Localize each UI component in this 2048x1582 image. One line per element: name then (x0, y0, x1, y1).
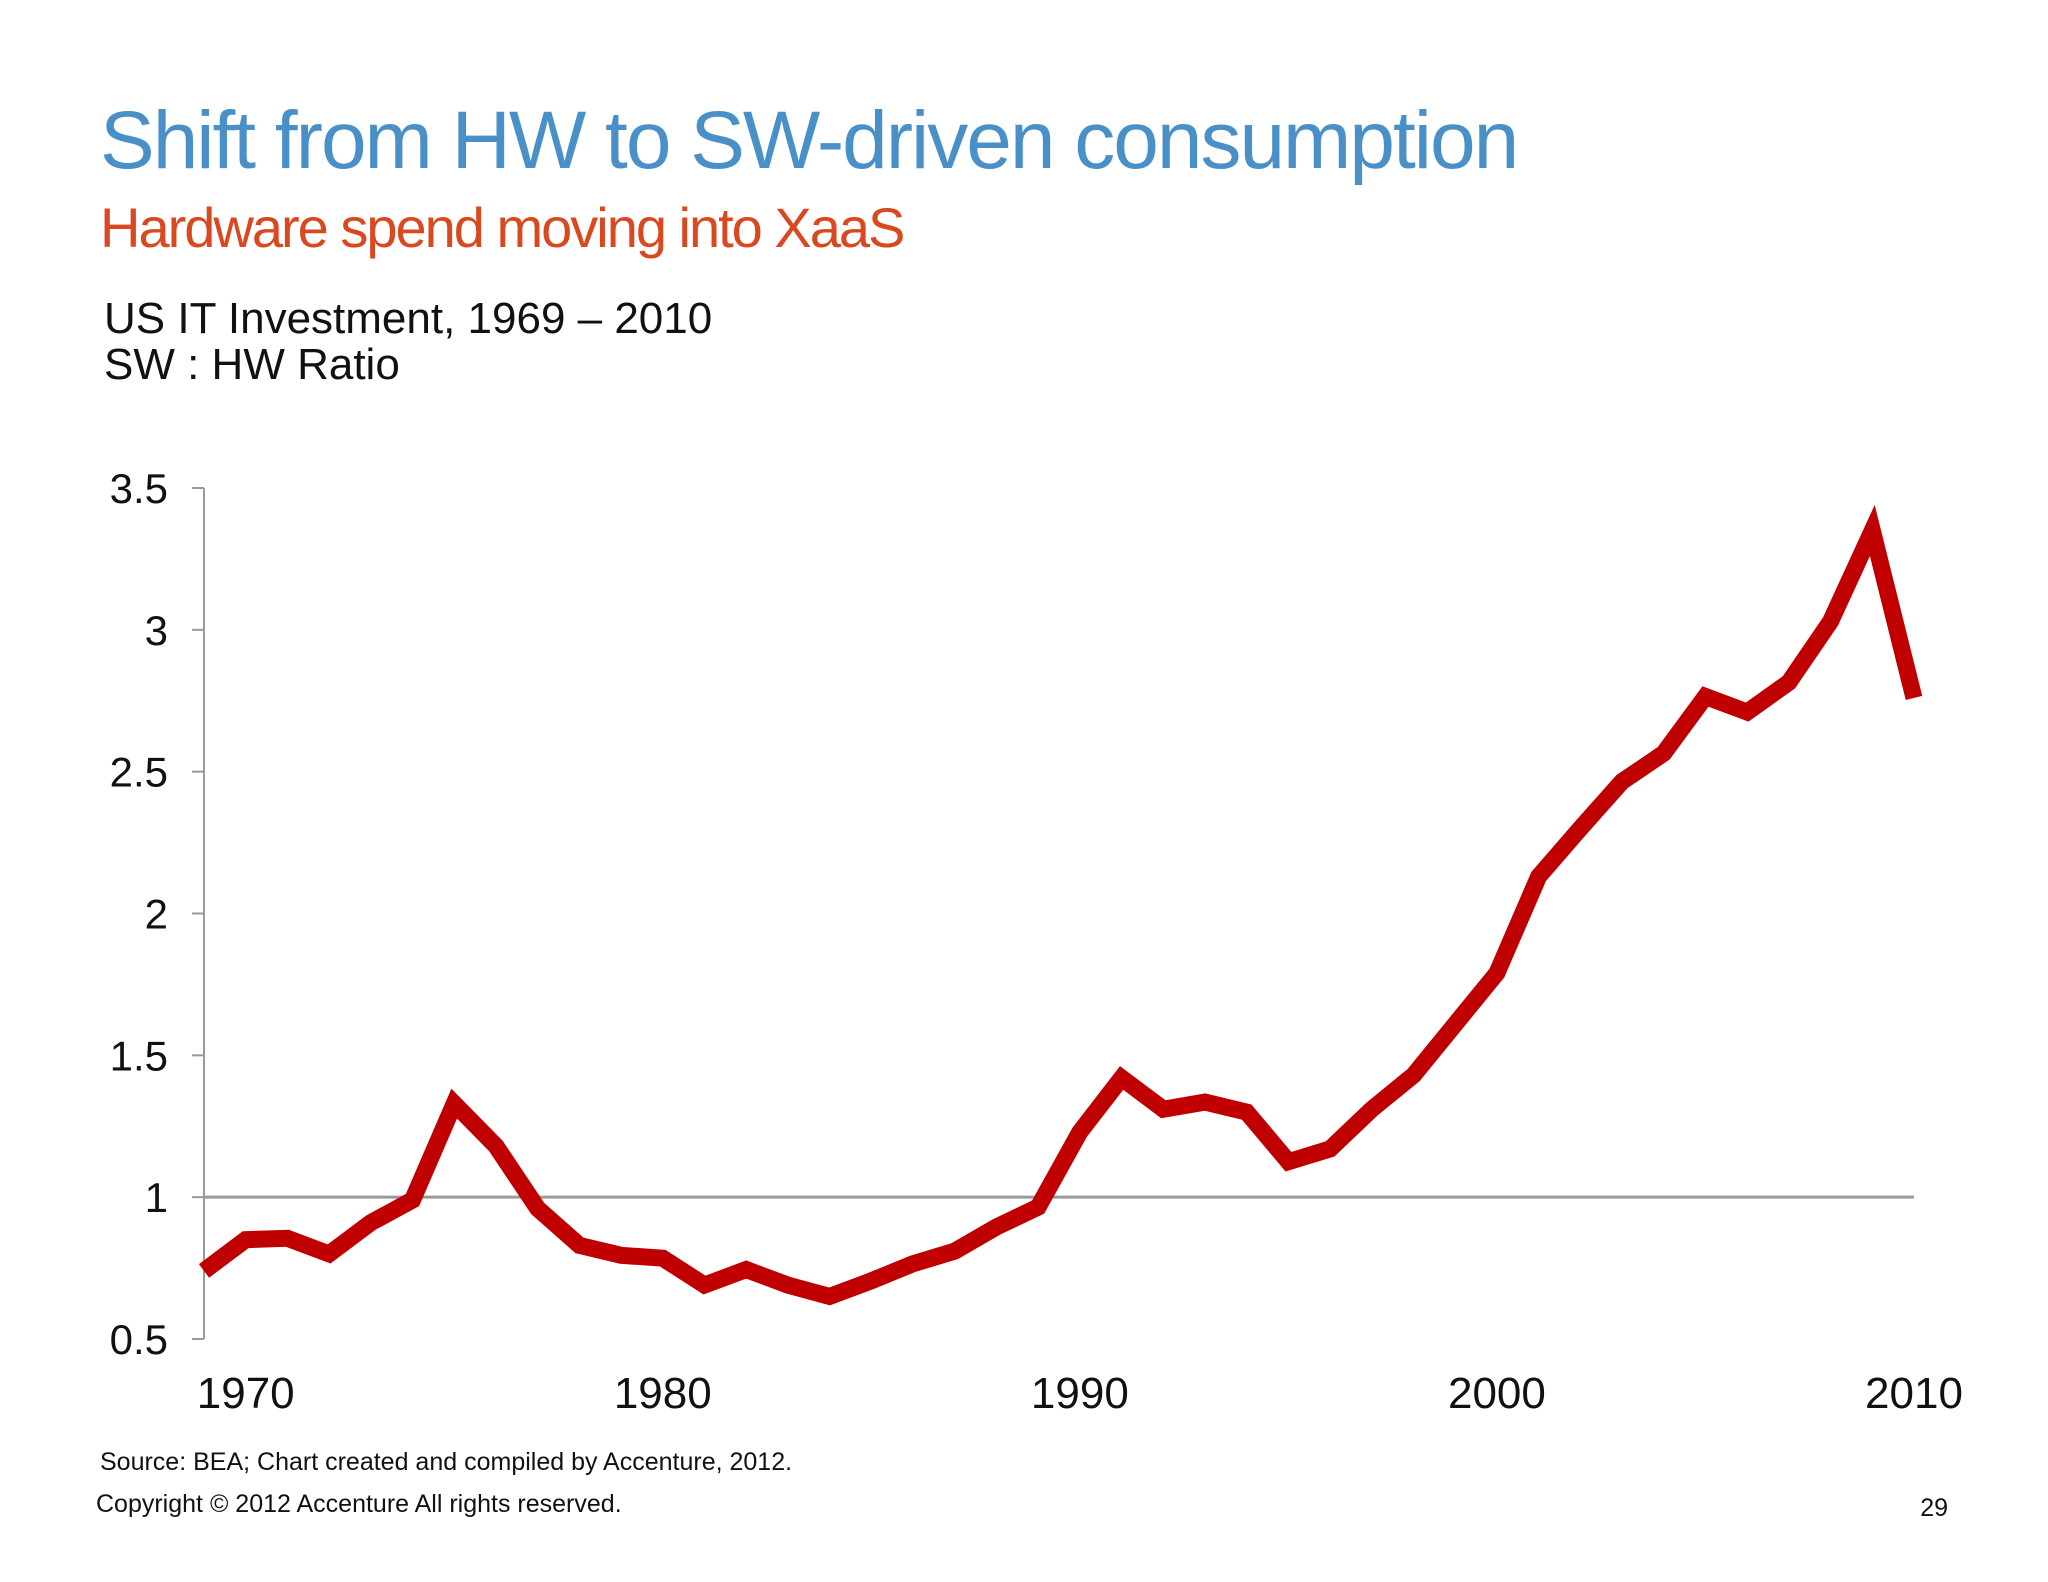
chart-title-line-2: SW : HW Ratio (104, 340, 400, 389)
x-tick-label: 1970 (197, 1369, 295, 1418)
line-chart: 0.5 1 1.5 2 2.5 3 3.5 1970 1980 1990 2000 2010 (110, 465, 1963, 1418)
y-tick-label: 3.5 (110, 465, 168, 512)
copyright-note: Copyright © 2012 Accenture All rights re… (96, 1490, 622, 1518)
page-number: 29 (1920, 1494, 1948, 1522)
y-tick-label: 2 (145, 891, 168, 938)
series-line (198, 504, 1923, 1306)
y-tick-label: 1.5 (110, 1032, 168, 1079)
y-tick-label: 2.5 (110, 749, 168, 796)
x-tick-label: 1980 (614, 1369, 712, 1418)
series-group (198, 504, 1923, 1306)
x-tick-label: 2000 (1448, 1369, 1546, 1418)
source-note: Source: BEA; Chart created and compiled … (100, 1448, 793, 1476)
y-tick-label: 3 (145, 607, 168, 654)
y-tick-label: 0.5 (110, 1316, 168, 1363)
y-axis-tick-labels: 0.5 1 1.5 2 2.5 3 3.5 (110, 465, 168, 1363)
x-axis-tick-labels: 1970 1980 1990 2000 2010 (197, 1369, 1963, 1418)
slide-subtitle: Hardware spend moving into XaaS (100, 196, 905, 259)
x-tick-label: 2010 (1865, 1369, 1963, 1418)
x-tick-label: 1990 (1031, 1369, 1129, 1418)
slide-title: Shift from HW to SW-driven consumption (100, 95, 1519, 186)
chart-title-line-1: US IT Investment, 1969 – 2010 (104, 294, 713, 343)
chart-axes (192, 487, 1914, 1340)
chart-title: US IT Investment, 1969 – 2010 SW : HW Ra… (104, 296, 712, 388)
y-tick-label: 1 (145, 1174, 168, 1221)
